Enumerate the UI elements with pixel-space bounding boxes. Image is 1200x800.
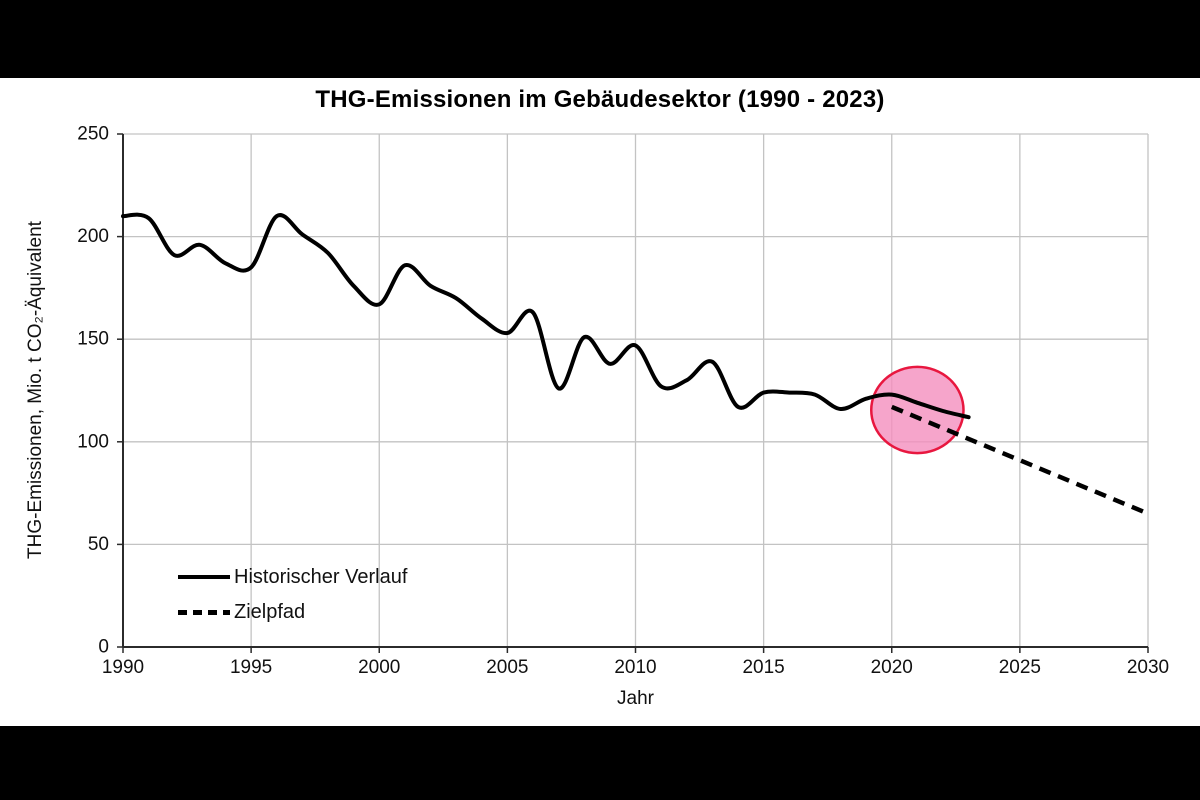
x-tick-label: 2025 [999, 657, 1041, 678]
chart-title: THG-Emissionen im Gebäudesektor (1990 - … [315, 86, 885, 113]
x-tick-label: 2005 [486, 657, 528, 678]
highlight-ellipse [870, 365, 965, 455]
x-tick-label: 1995 [230, 657, 272, 678]
y-tick-label: 50 [88, 534, 109, 555]
x-tick-label: 2030 [1127, 657, 1169, 678]
letterbox-bottom [0, 726, 1200, 800]
x-axis-title: Jahr [617, 688, 654, 709]
dashed-line-sample-icon [178, 609, 230, 615]
legend-item-zielpfad: Zielpfad [178, 601, 305, 623]
x-tick-label: 2015 [742, 657, 784, 678]
x-tick-label: 2000 [358, 657, 400, 678]
legend-item-historical: Historischer Verlauf [178, 566, 407, 588]
x-tick-label: 1990 [102, 657, 144, 678]
letterbox-top [0, 0, 1200, 78]
y-tick-label: 100 [77, 431, 109, 452]
legend-label-zielpfad: Zielpfad [234, 600, 306, 623]
solid-line-sample-icon [178, 575, 230, 579]
y-tick-label: 250 [77, 124, 109, 145]
historical-line [121, 212, 971, 420]
emissions-chart: 1990 1995 2000 2005 2010 2015 2020 2025 2030 0 50 1… [77, 124, 1169, 679]
y-tick-label: 0 [98, 637, 109, 658]
y-tick-label: 200 [77, 226, 109, 247]
target-path-line [890, 404, 1149, 516]
legend-label-historical: Historischer Verlauf [234, 565, 408, 588]
x-tick-label: 2010 [614, 657, 656, 678]
x-tick-label: 2020 [871, 657, 913, 678]
chart-canvas: THG-Emissionen im Gebäudesektor (1990 - … [0, 78, 1200, 726]
y-tick-label: 150 [77, 329, 109, 350]
